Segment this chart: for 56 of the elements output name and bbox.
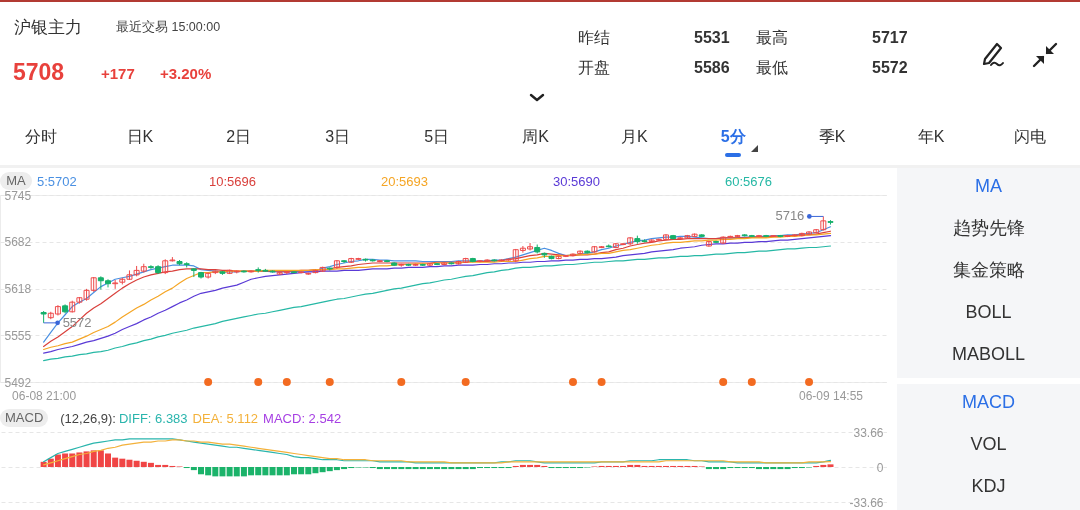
category-label: 季K (817, 127, 847, 147)
text: MACD (961, 392, 1016, 414)
text: MACD: 2.542 (263, 410, 342, 426)
text: 20:5693 (381, 173, 429, 189)
text: 60:5676 (725, 173, 773, 189)
text: 5708 (13, 59, 65, 87)
y-tick-label: 5745 (4, 188, 32, 203)
text: 10:5696 (209, 173, 257, 189)
category-label: 集金策略 (951, 260, 1026, 282)
category-label: 闪电 (1013, 127, 1047, 147)
text: 5717 (872, 28, 908, 48)
legend-title: MACD (0, 409, 49, 427)
category-label: 2日 (225, 127, 253, 147)
candlestick (333, 259, 340, 270)
category-label: 趋势先锋 (951, 218, 1026, 240)
category-label: 5分 (719, 127, 747, 147)
category-label: VOL (969, 434, 1008, 456)
text: 5:5702 (37, 173, 78, 189)
text: 5531 (694, 28, 730, 48)
y-tick-label: 33.66 (853, 425, 884, 440)
y-tick-label: 5618 (4, 282, 32, 297)
text: +177 (101, 65, 135, 83)
text: MA (974, 176, 1003, 198)
category-label: 月K (620, 127, 649, 147)
series-label: DIFF: 6.383 (118, 410, 188, 426)
category-label: 3日 (324, 127, 352, 147)
text: 5572 (872, 58, 908, 78)
series-label: DEA: 5.112 (192, 410, 259, 426)
category-label: 分时 (24, 127, 58, 147)
y-tick-label: 0 (876, 460, 884, 475)
x-tick-label: 06-09 14:55 (798, 388, 864, 403)
text: 最高 (756, 28, 788, 48)
y-tick-label: 5492 (4, 375, 32, 390)
category-label: MABOLL (951, 344, 1026, 366)
category-label: 日K (125, 127, 155, 147)
category-label: BOLL (964, 302, 1013, 324)
legend-title: MA (0, 172, 32, 190)
category-label: 周K (521, 127, 550, 147)
candlestick (705, 240, 712, 248)
text: 开盘 (578, 58, 610, 78)
x-tick-label: 06-08 21:00 (12, 388, 77, 403)
text: 沪银主力 (14, 18, 82, 39)
category-label: 年K (916, 127, 946, 147)
text: 昨结 (578, 28, 610, 48)
text: 最近交易 15:00:00 (116, 20, 221, 35)
y-tick-label: 5555 (4, 328, 32, 343)
text: 5586 (694, 58, 730, 78)
category-label: 5日 (423, 127, 451, 147)
y-tick-label: -33.66 (849, 495, 884, 510)
annotation: 5716 (775, 208, 805, 224)
category-label: KDJ (970, 476, 1007, 498)
text: 最低 (756, 58, 788, 78)
y-tick-label: 5682 (4, 235, 32, 250)
text: 30:5690 (553, 173, 601, 189)
text: +3.20% (160, 65, 212, 83)
chart-subtitle: (12,26,9): (60, 410, 116, 426)
